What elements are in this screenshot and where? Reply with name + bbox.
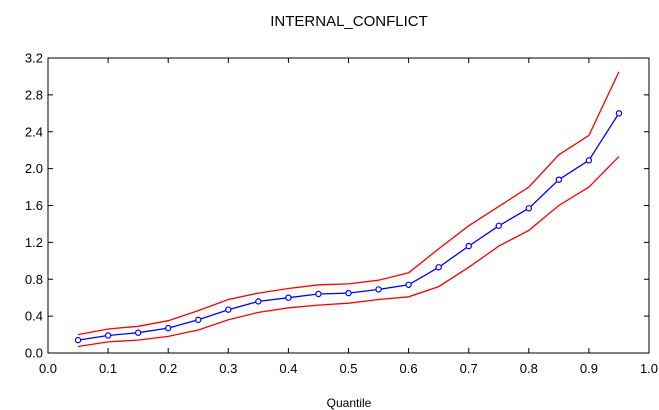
series-layer <box>74 71 623 348</box>
estimate-point <box>525 205 533 212</box>
estimate-point <box>104 332 112 339</box>
estimate-point <box>134 329 142 336</box>
y-tick-label: 2.4 <box>25 124 43 139</box>
estimate-point <box>164 324 172 332</box>
estimate-point <box>405 281 412 288</box>
estimate-point <box>255 298 262 305</box>
estimate-point <box>435 264 442 271</box>
y-tick-label: 3.2 <box>25 51 43 66</box>
x-tick-label: 0.7 <box>460 361 478 376</box>
chart-title: INTERNAL_CONFLICT <box>270 13 428 30</box>
estimate-point <box>585 157 593 164</box>
x-axis-label: Quantile <box>327 396 372 410</box>
estimate-point <box>195 316 202 324</box>
y-tick-label: 0.8 <box>25 272 43 287</box>
estimate-point <box>315 290 322 298</box>
x-tick-label: 0.8 <box>520 361 538 376</box>
confidence-band-line <box>77 71 620 336</box>
y-tick-label: 2.0 <box>25 161 43 176</box>
x-tick-label: 0.2 <box>159 361 177 376</box>
y-tick-label: 0.0 <box>25 346 43 361</box>
x-tick-label: 0.0 <box>39 361 57 376</box>
estimate-point <box>285 294 292 301</box>
x-tick-label: 0.6 <box>400 361 418 376</box>
y-axis: 0.0 0.4 0.8 1.2 1.6 2.0 2.4 2.8 3.2 <box>25 51 649 361</box>
estimate-point <box>465 242 472 250</box>
estimate-line <box>77 112 620 341</box>
y-tick-label: 1.6 <box>25 198 43 213</box>
y-tick-label: 1.2 <box>25 235 43 250</box>
x-tick-label: 0.9 <box>580 361 598 376</box>
estimate-point <box>225 306 232 313</box>
x-tick-label: 0.3 <box>219 361 237 376</box>
y-tick-label: 2.8 <box>25 87 43 102</box>
estimate-point <box>345 289 352 297</box>
y-tick-label: 0.4 <box>25 309 43 324</box>
x-tick-label: 0.4 <box>279 361 297 376</box>
estimate-point <box>375 286 382 293</box>
x-tick-label: 0.5 <box>339 361 357 376</box>
confidence-band-line <box>77 156 620 348</box>
estimate-point <box>495 222 502 229</box>
x-axis: 0.0 0.1 0.2 0.3 0.4 0.5 0.6 0.7 0.8 0.9 1.0 <box>39 58 658 376</box>
estimate-point <box>555 176 563 183</box>
x-tick-label: 0.1 <box>99 361 117 376</box>
x-tick-label: 1.0 <box>640 361 658 376</box>
estimate-point <box>615 110 623 117</box>
estimate-point <box>74 336 82 344</box>
